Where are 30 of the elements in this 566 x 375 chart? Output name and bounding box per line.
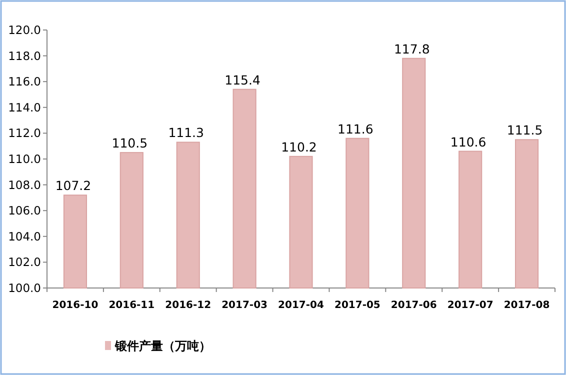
y-tick-label: 112.0 (8, 126, 41, 140)
data-label: 117.8 (394, 41, 430, 56)
y-tick-label: 106.0 (8, 204, 41, 218)
x-tick-label: 2017-03 (222, 300, 268, 311)
y-tick-label: 116.0 (8, 74, 41, 89)
x-tick-label: 2017-07 (447, 300, 494, 311)
x-tick-label: 2017-08 (504, 300, 550, 311)
x-tick-label: 2017-05 (334, 300, 380, 311)
x-tick-label: 2017-06 (390, 300, 437, 311)
data-label: 111.6 (338, 121, 374, 136)
y-tick-label: 118.0 (8, 48, 41, 63)
y-tick-label: 108.0 (8, 178, 41, 192)
y-tick-label: 114.0 (8, 100, 41, 114)
x-tick-label: 2017-04 (278, 300, 324, 311)
y-tick-label: 110.0 (8, 152, 41, 166)
legend: 锻件产量（万吨） (105, 339, 211, 353)
data-label: 111.3 (168, 125, 204, 140)
data-label: 110.6 (450, 134, 486, 150)
y-tick-label: 102.0 (8, 255, 41, 270)
y-tick-label: 104.0 (8, 229, 41, 244)
data-label: 110.2 (281, 139, 317, 154)
y-tick-label: 120.0 (8, 23, 41, 37)
x-tick-label: 2016-11 (108, 300, 155, 311)
data-label: 107.2 (55, 178, 92, 194)
x-tick-label: 2016-10 (52, 300, 98, 311)
x-tick-label: 2016-12 (165, 300, 212, 311)
data-label: 115.4 (224, 72, 260, 88)
y-tick-label: 100.0 (8, 281, 41, 295)
data-label: 111.5 (506, 122, 543, 138)
data-label: 110.5 (112, 136, 148, 151)
